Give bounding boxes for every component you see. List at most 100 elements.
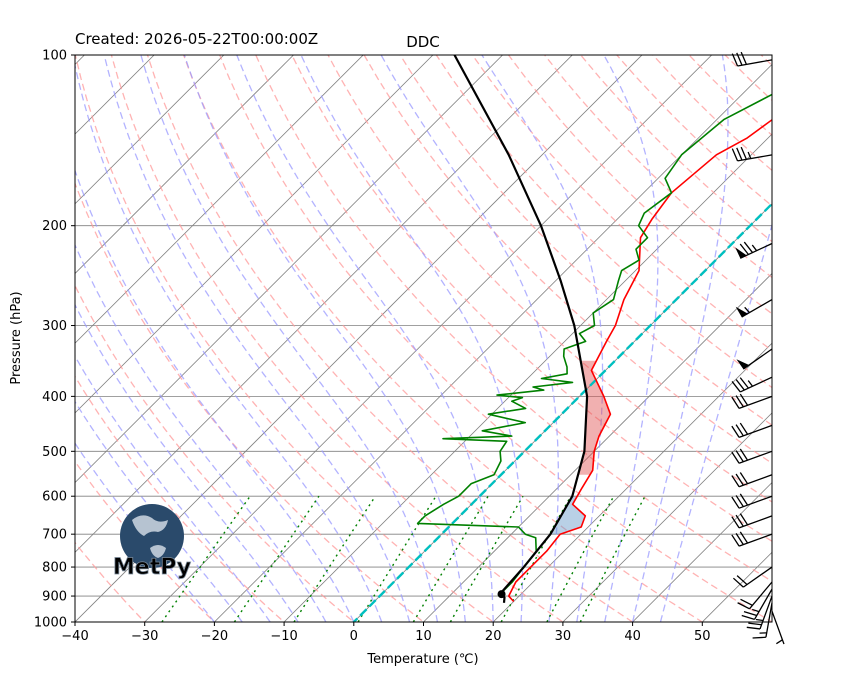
barb-full-flag (736, 52, 743, 66)
dry-adiabat-line (75, 375, 286, 622)
isotherm-line (701, 551, 772, 622)
barb-full-flag (736, 147, 743, 161)
zero-isotherm-line (352, 202, 772, 622)
wind-barb (736, 348, 773, 370)
barb-full-flag (737, 602, 750, 610)
barb-staff (737, 154, 773, 162)
barb-staff (738, 515, 773, 529)
isotherm-line (75, 55, 364, 344)
barb-full-flag (739, 531, 749, 544)
x-tick-label: 30 (555, 629, 572, 644)
dry-adiabat-line (219, 55, 772, 622)
wind-barb (741, 588, 773, 621)
y-axis-label: Pressure (hPa) (9, 291, 24, 384)
cape-cin-shading (550, 360, 611, 535)
x-tick-label: −20 (201, 629, 228, 644)
moist-adiabat-line (300, 55, 524, 622)
x-axis: −40 −30 −20 −10 0 10 20 30 40 50 (61, 622, 711, 644)
barb-full-flag (731, 516, 740, 529)
isotherm-line (75, 55, 225, 205)
wind-barb (732, 566, 773, 588)
barb-full-flag (735, 533, 744, 545)
dry-adiabat-line (110, 55, 565, 622)
barb-staff (738, 495, 773, 509)
y-tick-label: 900 (42, 590, 67, 605)
wind-barb (731, 422, 773, 438)
dry-adiabat-line (363, 55, 772, 465)
barb-staff (738, 424, 773, 438)
dewpoint-profile-line (416, 93, 772, 597)
moist-adiabat-line (236, 55, 494, 622)
barb-full-flag (740, 598, 753, 606)
barb-full-flag (739, 472, 749, 485)
barb-full-flag (741, 614, 755, 621)
moist-adiabat-line (183, 55, 466, 622)
barb-full-flag (739, 243, 749, 255)
barb-staff (771, 610, 785, 645)
dry-adiabat-line (75, 541, 146, 622)
y-tick-label: 100 (42, 49, 67, 64)
dry-adiabat-line (399, 55, 772, 426)
dry-adiabat-line (327, 55, 772, 503)
mixing-ratio-line (161, 495, 251, 622)
x-tick-label: 50 (694, 629, 711, 644)
y-axis: 100 200 300 400 500 600 700 800 900 1000 (34, 49, 75, 631)
barb-staff (738, 474, 773, 488)
metpy-logo-text: MetPy (113, 555, 191, 580)
barb-staff (741, 299, 773, 318)
barb-staff (738, 450, 773, 464)
x-tick-label: −40 (61, 629, 88, 644)
isotherm-line (75, 55, 573, 553)
y-tick-label: 600 (42, 490, 67, 505)
dry-adiabat-line (724, 55, 772, 102)
barb-full-flag (739, 422, 749, 435)
dry-adiabat-line (616, 55, 772, 207)
barb-full-flag (735, 395, 744, 408)
dry-adiabat-line (833, 55, 852, 634)
barb-pennant (735, 306, 748, 318)
barb-full-flag (735, 424, 744, 437)
barb-half-flag (744, 306, 750, 314)
barb-staff (742, 566, 773, 588)
x-tick-label: 40 (624, 629, 641, 644)
barb-full-flag (731, 496, 740, 509)
isotherm-line (213, 63, 772, 622)
barb-full-flag (731, 475, 740, 488)
barb-half-flag (755, 618, 764, 622)
dry-adiabat-line (291, 55, 772, 542)
mixing-ratio-line (546, 495, 615, 622)
dry-adiabat-line (75, 55, 495, 622)
wind-barb (731, 513, 773, 529)
isotherm-line (422, 272, 772, 622)
barb-full-flag (735, 379, 745, 391)
barb-full-flag (731, 53, 739, 67)
barb-pennant (736, 359, 750, 370)
mixing-ratio-line (412, 495, 489, 622)
barb-full-flag (743, 611, 757, 617)
wind-barbs (731, 51, 785, 645)
x-tick-label: −10 (270, 629, 297, 644)
wind-barb (746, 595, 773, 630)
wind-barb (731, 51, 773, 67)
barb-staff (738, 395, 773, 409)
dry-adiabat-line (75, 284, 355, 622)
reference-lines (75, 55, 852, 634)
dry-adiabat-line (146, 55, 634, 622)
barb-full-flag (740, 146, 747, 160)
temperature-profile-line (507, 118, 772, 603)
moist-adiabat-line (603, 55, 659, 622)
moist-adiabat-line (481, 55, 604, 622)
wind-barb (731, 393, 773, 409)
wind-barb (735, 241, 773, 259)
barb-full-flag (739, 393, 749, 406)
barb-full-flag (739, 513, 749, 526)
cin-shading (550, 496, 586, 535)
barb-half-flag (751, 244, 758, 252)
mixing-ratio-line (500, 495, 572, 622)
y-tick-label: 1000 (34, 616, 67, 631)
y-tick-label: 200 (42, 219, 67, 234)
moist-adiabat-line (75, 62, 383, 622)
barb-staff (749, 581, 773, 610)
barb-full-flag (731, 425, 740, 438)
